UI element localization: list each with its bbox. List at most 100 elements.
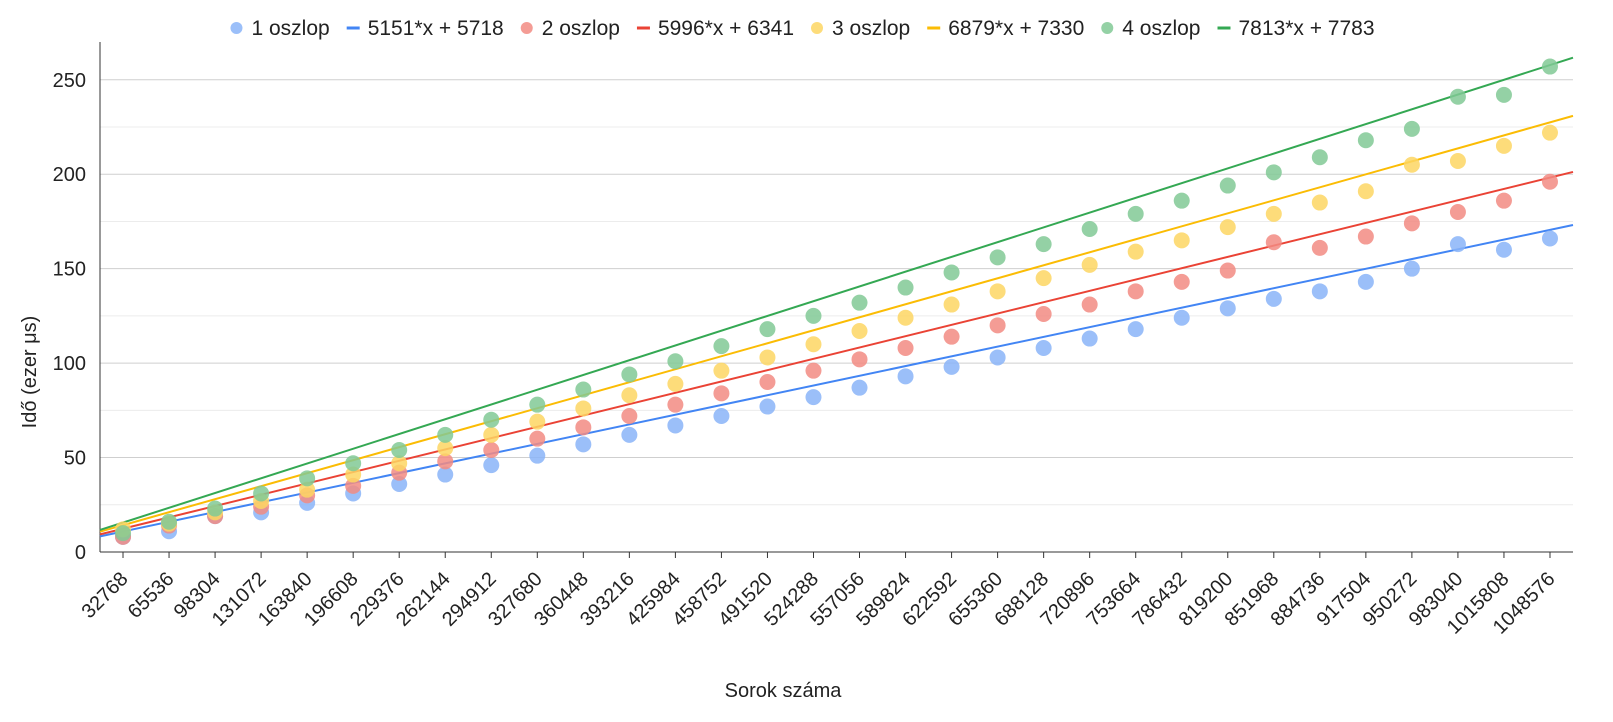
y-tick-label: 0 [75, 542, 86, 564]
data-point-series-4 [1219, 177, 1236, 194]
data-point-series-4 [1035, 236, 1052, 253]
data-point-series-2 [1311, 239, 1328, 256]
data-point-series-1 [391, 476, 408, 492]
legend-item-series: 1 oszlop [230, 17, 330, 40]
data-point-series-2 [1035, 306, 1052, 322]
data-point-series-1 [989, 349, 1006, 366]
data-point-series-1 [667, 417, 684, 434]
data-point-series-2 [1495, 192, 1512, 209]
data-point-series-4 [759, 321, 776, 338]
x-tick-label: 65536 [124, 568, 179, 623]
y-tick-label: 100 [53, 353, 86, 375]
y-tick-label: 250 [53, 70, 86, 92]
data-point-series-1 [1127, 321, 1144, 338]
data-point-series-4 [1173, 192, 1190, 209]
data-point-series-1 [851, 379, 868, 396]
data-point-series-2 [483, 442, 500, 458]
data-point-series-4 [1311, 149, 1328, 166]
data-point-series-2 [1081, 296, 1098, 313]
x-tick-label: 32768 [78, 568, 133, 623]
data-point-series-3 [897, 309, 914, 326]
data-point-series-2 [1403, 215, 1420, 232]
data-point-series-3 [1541, 124, 1558, 141]
data-point-series-1 [1495, 241, 1512, 258]
data-point-series-4 [1265, 164, 1282, 181]
data-point-series-2 [1541, 173, 1558, 190]
data-point-series-1 [1219, 300, 1236, 317]
legend: 1 oszlop 5151*x + 5718 2 oszlop 5996*x + 63… [230, 17, 1375, 40]
data-point-series-1 [1311, 283, 1328, 300]
legend-item-trendline: 5996*x + 6341 [636, 17, 794, 40]
data-point-series-4 [805, 307, 822, 324]
data-point-series-1 [437, 466, 454, 483]
data-point-series-1 [805, 389, 822, 406]
data-point-series-2 [529, 430, 546, 447]
data-point-series-1 [1081, 330, 1098, 347]
data-point-series-3 [299, 481, 316, 498]
data-point-series-4 [529, 396, 546, 413]
data-point-series-3 [1495, 137, 1512, 154]
data-point-series-4 [1403, 120, 1420, 137]
data-point-series-2 [1219, 262, 1236, 279]
data-point-series-1 [1541, 230, 1558, 247]
data-point-series-1 [713, 408, 730, 424]
legend-marker-icon [230, 22, 243, 34]
legend-label: 5151*x + 5718 [368, 17, 504, 40]
data-point-series-4 [391, 442, 408, 458]
legend-marker-icon [520, 22, 533, 34]
data-point-series-4 [115, 525, 132, 542]
data-point-series-4 [1449, 88, 1466, 105]
data-point-series-4 [345, 455, 362, 472]
data-point-series-4 [483, 411, 500, 428]
data-point-series-4 [989, 249, 1006, 266]
data-point-series-4 [1357, 132, 1374, 149]
data-point-series-1 [621, 426, 638, 443]
data-point-series-3 [759, 349, 776, 366]
legend-label: 4 oszlop [1122, 17, 1200, 40]
data-point-series-4 [1081, 221, 1098, 237]
data-point-series-4 [253, 485, 270, 502]
data-point-series-4 [1541, 58, 1558, 75]
data-point-series-2 [943, 328, 960, 345]
data-point-series-3 [529, 413, 546, 430]
data-point-series-4 [621, 366, 638, 383]
data-point-series-3 [621, 387, 638, 404]
data-point-series-2 [345, 477, 362, 494]
data-point-series-1 [1357, 273, 1374, 290]
data-point-series-4 [897, 279, 914, 296]
data-point-series-4 [207, 500, 224, 517]
data-point-series-2 [1449, 204, 1466, 220]
data-point-series-4 [299, 470, 316, 487]
data-point-series-2 [713, 385, 730, 402]
data-point-series-4 [851, 294, 868, 311]
data-point-series-2 [759, 374, 776, 390]
legend-item-series: 3 oszlop [811, 17, 910, 40]
data-point-series-2 [621, 408, 638, 424]
data-point-series-3 [1265, 205, 1282, 222]
data-point-series-3 [1403, 156, 1420, 173]
data-point-series-4 [437, 426, 454, 443]
y-tick-label: 150 [53, 259, 86, 281]
legend-marker-icon [1101, 22, 1114, 34]
data-point-series-2 [805, 362, 822, 379]
data-point-series-2 [851, 351, 868, 368]
data-point-series-4 [575, 381, 592, 398]
legend-marker-icon [811, 22, 823, 34]
data-point-series-1 [483, 457, 500, 474]
data-point-series-3 [989, 283, 1006, 300]
legend-label: 6879*x + 7330 [948, 17, 1084, 40]
y-axis-title: Idő (ezer μs) [19, 316, 41, 429]
data-point-series-4 [1495, 86, 1512, 103]
data-point-series-2 [1127, 283, 1144, 300]
data-point-series-3 [437, 440, 454, 457]
data-point-series-1 [759, 398, 776, 415]
data-point-series-3 [1357, 183, 1374, 200]
data-point-series-3 [483, 426, 500, 443]
data-point-series-3 [1081, 256, 1098, 273]
legend-item-trendline: 6879*x + 7330 [927, 17, 1084, 40]
data-point-series-1 [943, 358, 960, 375]
legend-label: 5996*x + 6341 [658, 17, 794, 40]
data-point-series-3 [805, 336, 822, 353]
